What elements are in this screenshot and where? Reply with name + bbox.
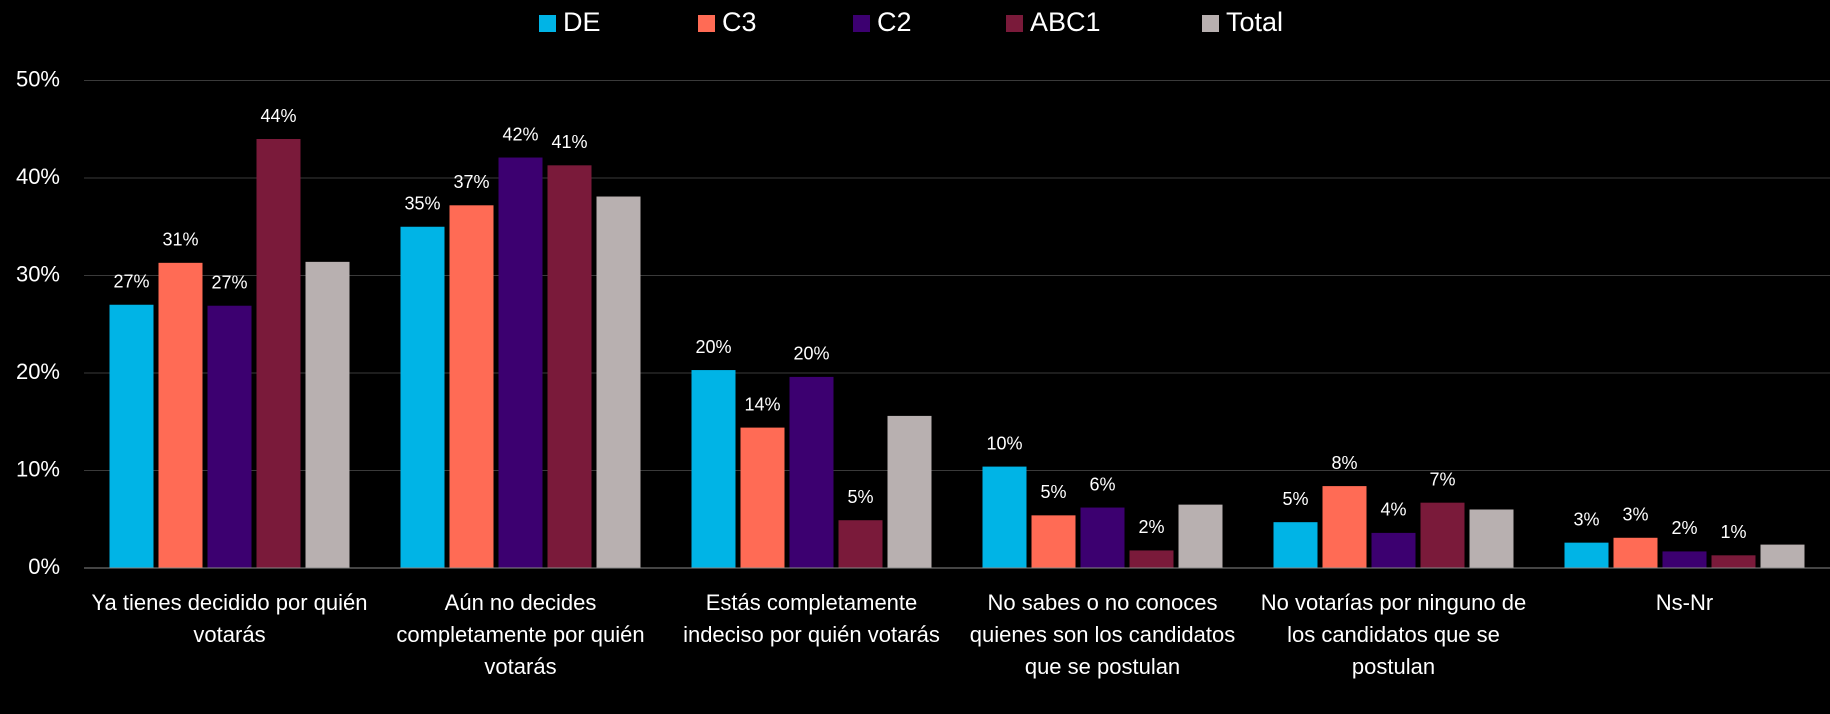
legend-label: DE — [563, 7, 601, 37]
y-tick-label: 40% — [16, 164, 60, 189]
bar — [1080, 507, 1125, 568]
x-tick-label: Ya tienes decidido por quién votarás — [91, 590, 368, 647]
bar — [740, 427, 785, 568]
bar — [109, 304, 154, 568]
bar — [1420, 502, 1465, 568]
y-tick-label: 50% — [16, 66, 60, 91]
bar — [838, 520, 883, 568]
legend-swatch — [698, 15, 715, 32]
data-label: 31% — [162, 230, 198, 250]
data-label: 35% — [404, 194, 440, 214]
data-label: 1% — [1720, 522, 1746, 542]
legend-label: Total — [1226, 7, 1283, 37]
legend-label: C3 — [722, 7, 757, 37]
data-label: 4% — [1380, 500, 1406, 520]
x-tick-label: No votarías por ninguno de los candidato… — [1260, 590, 1527, 679]
bar — [449, 205, 494, 569]
bar — [1711, 555, 1756, 568]
data-label: 5% — [847, 487, 873, 507]
data-label: 44% — [260, 106, 296, 126]
data-label: 2% — [1138, 517, 1164, 537]
legend-swatch — [1006, 15, 1023, 32]
data-label: 5% — [1040, 482, 1066, 502]
bar — [400, 226, 445, 568]
data-label: 20% — [793, 344, 829, 364]
bar — [789, 376, 834, 568]
data-label: 20% — [695, 337, 731, 357]
legend-swatch — [539, 15, 556, 32]
bar — [887, 415, 932, 568]
bar — [1178, 504, 1223, 568]
bar — [1564, 542, 1609, 568]
bar — [1662, 551, 1707, 568]
data-label: 2% — [1671, 518, 1697, 538]
legend-swatch — [853, 15, 870, 32]
data-label: 5% — [1282, 489, 1308, 509]
data-label: 27% — [113, 272, 149, 292]
bar — [1613, 537, 1658, 568]
data-label: 7% — [1429, 469, 1455, 489]
y-tick-label: 30% — [16, 261, 60, 286]
bar — [207, 305, 252, 568]
bar — [1371, 532, 1416, 568]
bar — [1322, 486, 1367, 568]
bar — [305, 261, 350, 568]
x-tick-label: Ns-Nr — [1655, 590, 1714, 615]
bar — [691, 370, 736, 568]
data-label: 14% — [744, 394, 780, 414]
data-label: 37% — [453, 172, 489, 192]
x-tick-label: Aún no decides completamente por quién v… — [396, 590, 645, 679]
x-tick-label: No sabes o no conoces quienes son los ca… — [969, 590, 1236, 679]
data-label: 27% — [211, 272, 247, 292]
data-label: 41% — [551, 132, 587, 152]
y-tick-label: 0% — [28, 554, 60, 579]
bar — [256, 139, 301, 568]
bar — [1273, 522, 1318, 568]
bar — [1760, 544, 1805, 568]
x-tick-label: Estás completamente indeciso por quién v… — [683, 590, 940, 647]
data-label: 42% — [502, 124, 538, 144]
bar — [547, 165, 592, 568]
data-label: 3% — [1622, 505, 1648, 525]
bar — [982, 466, 1027, 568]
legend-swatch — [1202, 15, 1219, 32]
data-label: 3% — [1573, 509, 1599, 529]
legend-label: C2 — [877, 7, 912, 37]
legend-label: ABC1 — [1030, 7, 1101, 37]
data-label: 10% — [986, 433, 1022, 453]
bar — [158, 262, 203, 568]
bar — [1129, 550, 1174, 568]
y-tick-label: 10% — [16, 456, 60, 481]
bar — [1031, 515, 1076, 568]
bar — [498, 157, 543, 568]
bar — [596, 196, 641, 568]
data-label: 8% — [1331, 453, 1357, 473]
data-label: 6% — [1089, 474, 1115, 494]
y-tick-label: 20% — [16, 359, 60, 384]
bar — [1469, 509, 1514, 568]
